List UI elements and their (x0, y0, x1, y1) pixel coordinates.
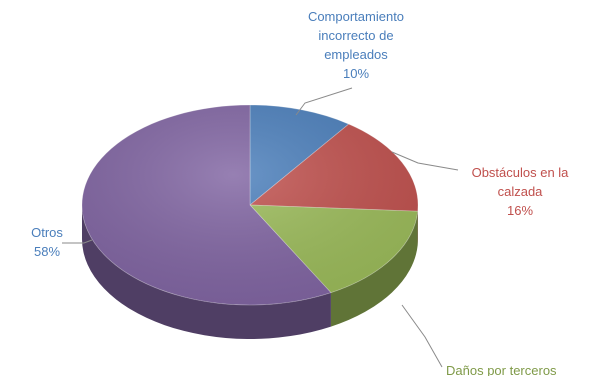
slice-value-label-obstaculos-en-la-calzada: 16% (507, 203, 533, 218)
leader-line-otros (62, 239, 93, 244)
slice-side-otros (81, 205, 331, 340)
slice-value-label-comportamiento-incorrecto-de-empleados: 10% (343, 66, 369, 81)
slice-label-danos-por-terceros: Daños por terceros (446, 363, 557, 376)
leader-line-obstaculos-en-la-calzada (391, 151, 459, 171)
leader-line-danos-por-terceros (401, 304, 443, 368)
pie-slices (81, 104, 419, 306)
slice-value-label-otros: 58% (34, 244, 60, 259)
slice-labels: Comportamiento incorrecto de empleados 10% O… (31, 9, 569, 376)
slice-label-otros: Otros 58% (31, 225, 63, 259)
slice-label-obstaculos-en-la-calzada: Obstáculos en la calzada 16% (472, 165, 570, 218)
slice-label-comportamiento-incorrecto-de-empleados: Comportamiento incorrecto de empleados 10% (308, 9, 404, 81)
leader-line-comportamiento-incorrecto-de-empleados (295, 87, 353, 116)
leader-lines (62, 87, 459, 368)
